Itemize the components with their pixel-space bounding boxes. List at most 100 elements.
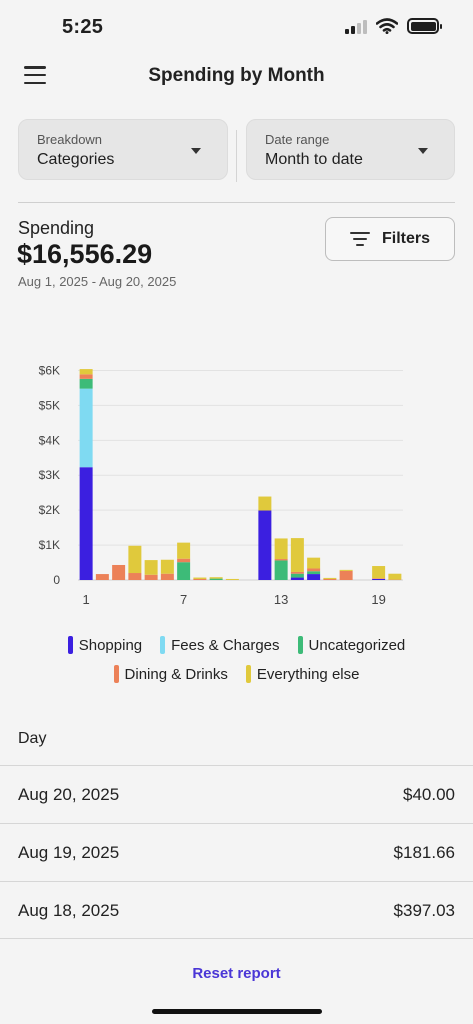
bar-segment (193, 577, 207, 579)
legend-item-fees: Fees & Charges (160, 636, 280, 654)
section-divider (18, 202, 455, 203)
bar-segment (290, 538, 304, 572)
date-range-select[interactable]: Date range Month to date (246, 119, 455, 180)
page-title: Spending by Month (148, 65, 325, 86)
bar-segment (290, 571, 304, 574)
date-range-label: Date range (265, 132, 330, 147)
y-tick-label: $2K (39, 503, 60, 517)
y-tick-label: $1K (39, 538, 60, 552)
bar-segment (323, 577, 337, 579)
bar-segment (128, 573, 142, 580)
wifi-icon (376, 18, 398, 34)
bar-segment (388, 573, 402, 580)
y-tick-label: $4K (39, 433, 60, 447)
legend-item-dining: Dining & Drinks (113, 665, 228, 683)
bar-segment (144, 560, 158, 575)
bar-segment (290, 577, 304, 580)
legend-item-uncategorized: Uncategorized (297, 636, 406, 654)
legend-label-shopping: Shopping (78, 636, 143, 654)
home-indicator (152, 1009, 322, 1014)
bar-segment (128, 545, 142, 574)
bar-segment (177, 542, 191, 559)
spending-total: $16,556.29 (17, 239, 153, 269)
bar-segment (79, 369, 93, 375)
x-tick-label: 7 (180, 592, 187, 607)
bar-segment (209, 578, 223, 580)
table-row[interactable]: Aug 20, 2025 $40.00 (0, 765, 473, 823)
bar-segment (160, 559, 174, 574)
status-icons (345, 18, 442, 34)
bar-segment (79, 467, 93, 580)
bar-segment (307, 557, 321, 569)
top-bar: Spending by Month (0, 58, 473, 96)
legend-swatch-uncategorized (297, 636, 303, 654)
bar-segment (274, 538, 288, 560)
filter-icon (349, 232, 370, 246)
battery-icon (407, 18, 442, 34)
table-row[interactable]: Aug 18, 2025 $397.03 (0, 881, 473, 939)
chevron-down-icon (418, 148, 428, 154)
date-range-value: Month to date (265, 151, 363, 168)
x-tick-label: 13 (274, 592, 288, 607)
breakdown-label: Breakdown (37, 132, 103, 147)
bar-segment (372, 566, 386, 579)
row-amount: $40.00 (403, 785, 455, 804)
spending-chart: 0 $1K $2K $3K $4K $5K $6K 1 7 13 19 (39, 363, 403, 607)
bar-segment (258, 496, 272, 511)
spending-label: Spending (18, 218, 95, 238)
reset-report-link[interactable]: Reset report (192, 965, 281, 982)
bar-segment (290, 573, 304, 578)
legend-swatch-fees (160, 636, 166, 654)
y-tick-label: $6K (39, 363, 60, 377)
bar-segment (160, 573, 174, 580)
bar-segment (193, 578, 207, 580)
bar-segment (79, 378, 93, 389)
legend-row-1: Shopping Fees & Charges Uncategorized (0, 636, 473, 654)
chevron-down-icon (191, 148, 201, 154)
legend-label-uncategorized: Uncategorized (308, 636, 406, 654)
bar-segment (79, 374, 93, 379)
bar-segment (177, 562, 191, 580)
row-amount: $181.66 (393, 843, 455, 862)
bar-segment (209, 577, 223, 579)
breakdown-value: Categories (37, 151, 115, 168)
bar-segment (274, 560, 288, 580)
spending-date-range: Aug 1, 2025 - Aug 20, 2025 (18, 274, 177, 289)
bar-segment (258, 510, 272, 580)
bar-segment (225, 578, 239, 580)
y-tick-label: $3K (39, 468, 60, 482)
bar-segment (339, 569, 353, 571)
legend-item-shopping: Shopping (67, 636, 143, 654)
legend-label-everything-else: Everything else (256, 665, 360, 683)
legend-label-fees: Fees & Charges (171, 636, 280, 654)
row-date: Aug 18, 2025 (18, 901, 120, 920)
status-bar: 5:25 (0, 0, 473, 56)
bar-segment (307, 571, 321, 575)
filters-label: Filters (381, 230, 430, 247)
row-date: Aug 20, 2025 (18, 785, 120, 804)
status-time: 5:25 (62, 16, 104, 38)
bar-segment (372, 578, 386, 580)
hamburger-menu-icon[interactable] (24, 66, 46, 84)
y-tick-label: $5K (39, 398, 60, 412)
bar-segment (307, 574, 321, 580)
bar-segment (339, 570, 353, 580)
table-row[interactable]: Aug 19, 2025 $181.66 (0, 823, 473, 881)
bar-segment (177, 558, 191, 563)
bar-segment (144, 574, 158, 580)
selector-divider (236, 130, 237, 182)
table-header-day: Day (18, 730, 47, 747)
legend-swatch-dining (113, 665, 119, 683)
bar-segment (307, 568, 321, 572)
bar-segment (79, 388, 93, 468)
legend-swatch-shopping (67, 636, 73, 654)
legend-swatch-everything-else (245, 665, 251, 683)
filters-button[interactable]: Filters (325, 217, 455, 261)
bar-segment (372, 578, 386, 579)
y-tick-label: 0 (53, 573, 60, 587)
bar-segment (274, 559, 288, 561)
bar-segment (323, 578, 337, 580)
breakdown-select[interactable]: Breakdown Categories (18, 119, 228, 180)
row-date: Aug 19, 2025 (18, 843, 120, 862)
bar-segment (112, 564, 126, 580)
